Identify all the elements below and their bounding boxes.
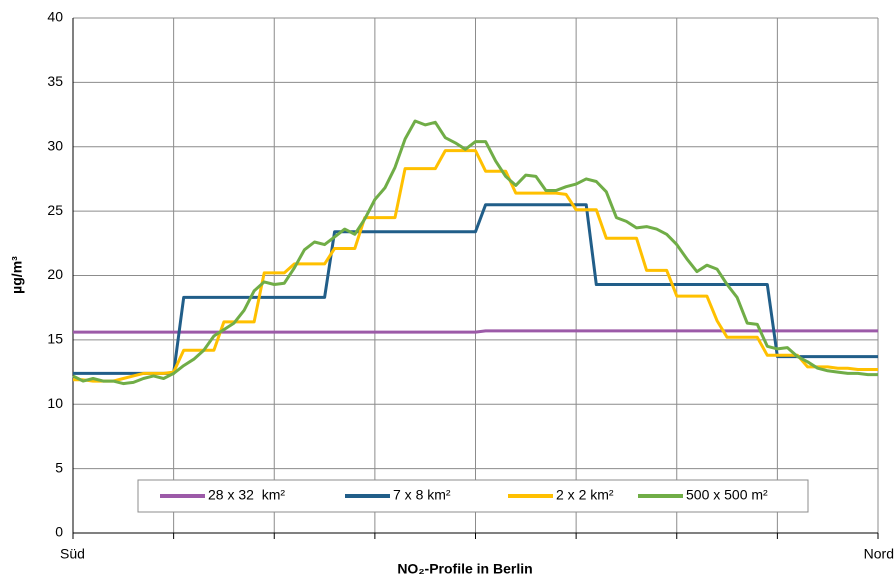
y-tick-label: 10 [47,395,63,411]
y-tick-label: 20 [47,266,63,282]
y-tick-label: 30 [47,137,63,153]
y-tick-label: 25 [47,202,63,218]
x-tick-label: Süd [60,546,85,562]
legend-box [137,479,809,513]
x-tick-label: Nord [864,546,894,562]
y-tick-label: 0 [55,524,63,540]
y-axis-label: µg/m³ [9,256,25,294]
series-line [72,119,878,386]
y-tick-label: 35 [47,73,63,89]
y-tick-label: 40 [47,9,63,25]
y-tick-label: 15 [47,331,63,347]
x-axis-label: NO₂-Profile in Berlin [397,561,532,577]
series-line [73,203,878,375]
series-line [73,329,878,334]
series-line [73,149,878,383]
y-tick-label: 5 [55,459,63,475]
legend-label: 28 x 32 km² [208,487,285,503]
legend-label: 7 x 8 km² [393,487,451,503]
legend-label: 500 x 500 m² [686,487,768,503]
legend-label: 2 x 2 km² [556,487,614,503]
